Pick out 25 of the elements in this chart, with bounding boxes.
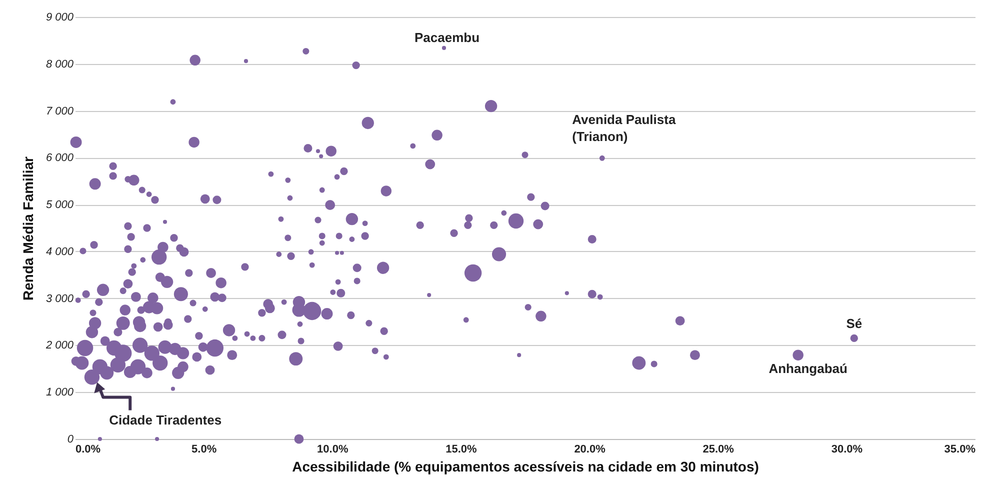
y-tick-label: 7 000 [46, 105, 74, 118]
y-tick-label: 5 000 [46, 199, 74, 212]
y-tick-label: 0 [67, 434, 74, 446]
x-tick-label: 25.0% [702, 444, 734, 456]
annotation: Sé [846, 316, 862, 332]
x-tick-label: 20.0% [574, 444, 606, 456]
x-tick-label: 10.0% [317, 444, 348, 456]
annotation: Avenida Paulista (Trianon) [572, 112, 676, 144]
x-tick-label: 15.0% [446, 444, 478, 456]
x-tick-label: 35.0% [944, 444, 976, 456]
y-tick-label: 8 000 [46, 58, 74, 70]
y-tick-label: 9 000 [46, 12, 74, 24]
x-axis-title: Acessibilidade (% equipamentos acessíveis na cidade em 30 minutos) [292, 458, 759, 474]
y-tick-label: 4 000 [46, 246, 74, 258]
y-tick-label: 1 000 [46, 386, 74, 399]
x-tick-label: 5.0% [192, 444, 217, 456]
x-tick-label: 0.0% [76, 444, 101, 456]
y-axis-title: Renda Média Familiar [20, 156, 36, 300]
y-tick-label: 2 000 [44, 340, 74, 352]
y-tick-label: 3 000 [46, 292, 74, 305]
annotation: Pacaembu [414, 30, 480, 45]
y-tick-label: 6 000 [46, 152, 74, 164]
annotation: Cidade Tiradentes [109, 412, 222, 428]
x-tick-label: 30.0% [831, 444, 863, 456]
annotation: Anhangabaú [768, 361, 848, 376]
